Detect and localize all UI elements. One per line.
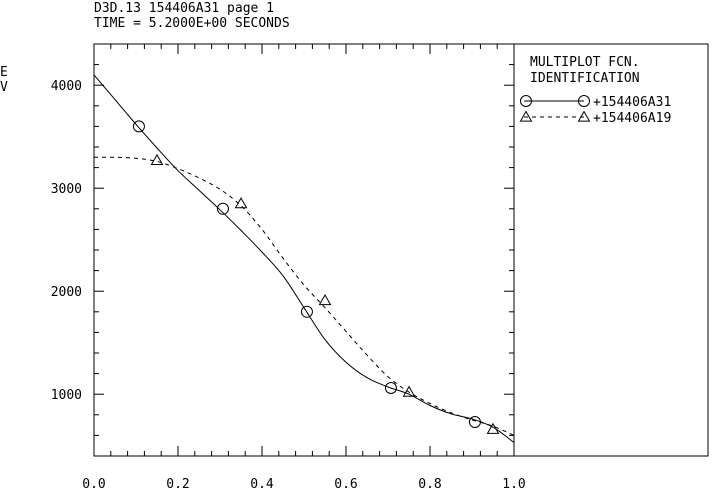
x-tick-label: 0.8: [418, 477, 441, 492]
x-tick-labels: 0.0 0.2 0.4 0.6 0.8 1.0: [82, 477, 525, 492]
series-1-marker: [132, 120, 145, 133]
plot-frame: [93, 43, 515, 457]
legend-entries: +154406A31+154406A19: [519, 95, 671, 126]
axis-ticks: [94, 44, 514, 456]
legend-entry-label: +154406A19: [593, 111, 671, 126]
legend-marker-2: [577, 110, 591, 122]
legend-title-line-2: IDENTIFICATION: [530, 71, 640, 86]
y-tick-label: 2000: [51, 285, 82, 300]
series-1-marker: [384, 382, 397, 395]
y-tick-label: 1000: [51, 388, 82, 403]
x-tick-label: 1.0: [502, 477, 525, 492]
legend-marker-1: [578, 95, 590, 107]
legend-title-line-1: MULTIPLOT FCN.: [530, 55, 640, 70]
header-line-2: TIME = 5.2000E+00 SECONDS: [94, 16, 290, 31]
x-tick-label: 0.4: [250, 477, 274, 492]
series-2-marker: [234, 197, 248, 209]
x-tick-label: 0.2: [166, 477, 189, 492]
series-2-marker: [150, 153, 164, 166]
y-tick-label: 3000: [51, 182, 82, 197]
series-1-marker: [300, 305, 313, 318]
series-2-marker: [486, 422, 500, 434]
series-1-marker: [468, 416, 481, 429]
y-axis-label-char: E: [0, 65, 8, 80]
y-axis-label-char: V: [0, 80, 8, 95]
series-1-marker: [216, 202, 229, 215]
series-2-marker: [318, 293, 332, 306]
header-line-1: D3D.13 154406A31 page 1: [94, 1, 274, 16]
y-axis-label: EV: [0, 65, 8, 95]
series-markers: [132, 120, 500, 434]
series-line-2: [93, 156, 515, 436]
legend-marker-1: [520, 95, 532, 107]
series-2-marker: [402, 385, 416, 397]
series-line-1: [93, 74, 515, 444]
y-tick-labels: 1000 2000 3000 4000: [51, 79, 82, 403]
legend-marker-2: [519, 110, 533, 122]
x-tick-label: 0.0: [82, 477, 105, 492]
series-lines: [93, 74, 515, 444]
x-tick-label: 0.6: [334, 477, 357, 492]
legend-entry-label: +154406A31: [593, 95, 671, 110]
y-tick-label: 4000: [51, 79, 82, 94]
